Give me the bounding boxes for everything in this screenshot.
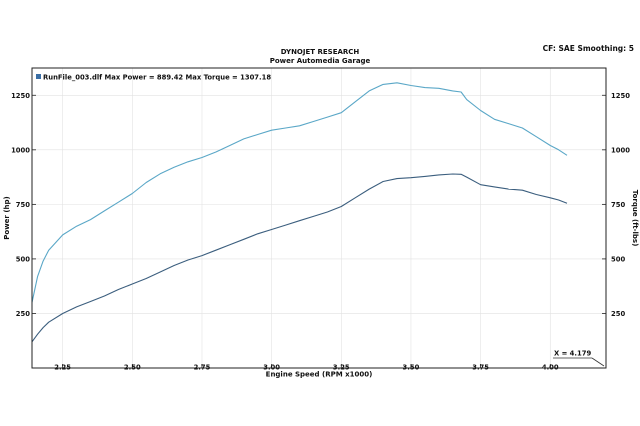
series-lines (31, 82, 568, 343)
y-tick-label-left: 1000 (11, 146, 30, 154)
torque-curve (31, 82, 568, 303)
y-tick-label-right: 1000 (611, 146, 630, 154)
y-tick-label-left: 250 (16, 310, 30, 318)
y-tick-label-right: 750 (611, 201, 625, 209)
y-tick-label-right: 250 (611, 310, 625, 318)
grid (32, 68, 606, 368)
correction-factor-info: CF: SAE Smoothing: 5 (542, 44, 634, 53)
legend-swatch (36, 74, 41, 79)
left-axis-ticks: 1250 1000 750 500 250 (11, 92, 36, 318)
y-tick-label-left: 1250 (11, 92, 30, 100)
plot-area (31, 67, 607, 369)
x-axis-label: Engine Speed (RPM x1000) (266, 371, 373, 379)
right-axis-ticks: 1250 1000 750 500 250 (602, 92, 630, 318)
chart-title: DYNOJET RESEARCH (280, 48, 360, 56)
cursor-readout: X = 4.179 (554, 350, 591, 358)
power-curve (31, 173, 568, 343)
chart-subtitle: Power Automedia Garage (269, 57, 371, 65)
y-axis-label-right: Torque (ft-lbs) (631, 190, 639, 247)
y-axis-label-left: Power (hp) (3, 196, 11, 239)
plot-border (31, 67, 607, 369)
y-tick-label-left: 500 (16, 255, 30, 263)
cursor-pointer-line (591, 357, 605, 367)
legend-text: RunFile_003.dlf Max Power = 889.42 Max T… (43, 74, 271, 82)
y-tick-label-right: 500 (611, 255, 625, 263)
y-tick-label-left: 750 (16, 201, 30, 209)
y-tick-label-right: 1250 (611, 92, 630, 100)
